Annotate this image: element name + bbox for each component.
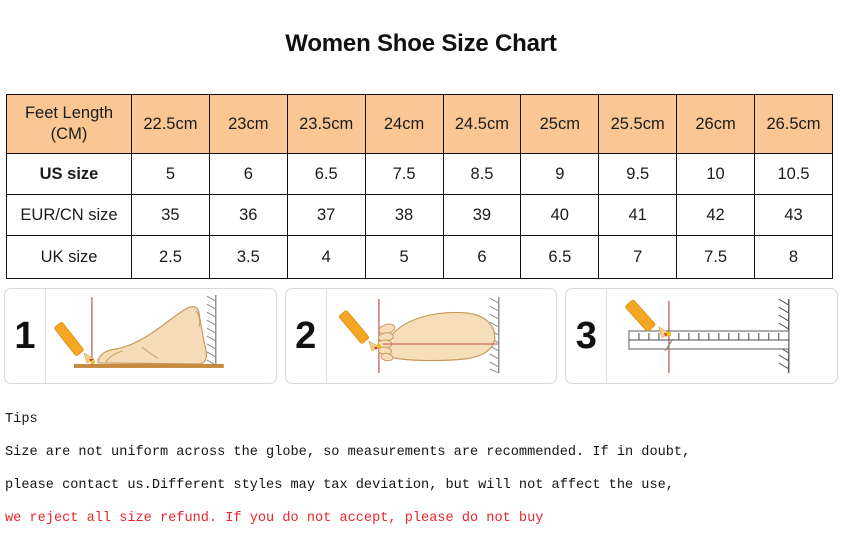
tips-block: Tips Size are not uniform across the glo… <box>5 396 840 544</box>
header-cell-size: 26.5cm <box>754 94 833 154</box>
table-cell: 3.5 <box>208 235 288 279</box>
table-cell: 41 <box>598 194 678 236</box>
step-panel-3: 3 <box>565 288 839 384</box>
table-cell: 10.5 <box>754 153 833 195</box>
step-number-3: 3 <box>566 289 608 383</box>
size-chart-table: Feet Length (CM) 22.5cm 23cm 23.5cm 24cm… <box>6 94 833 279</box>
tips-line-2: please contact us.Different styles may t… <box>5 478 674 494</box>
table-cell: 38 <box>364 194 444 236</box>
row-label-uk-size: UK size <box>6 235 132 279</box>
row-label-eur-cn-size: EUR/CN size <box>6 194 132 236</box>
tips-line-1: Size are not uniform across the globe, s… <box>5 445 691 461</box>
table-cell: 36 <box>208 194 288 236</box>
table-cell: 6.5 <box>286 153 366 195</box>
table-cell: 10 <box>676 153 755 195</box>
step-number-2: 2 <box>286 289 327 383</box>
header-cell-size: 23cm <box>208 94 288 154</box>
table-cell: 5 <box>131 153 210 195</box>
table-cell: 2.5 <box>131 235 210 279</box>
row-label-us-size: US size <box>6 153 132 195</box>
table-cell: 8.5 <box>442 153 522 195</box>
header-cell-feet-length: Feet Length (CM) <box>6 94 132 154</box>
page-title: Women Shoe Size Chart <box>285 30 557 57</box>
step-number-1: 1 <box>5 289 46 383</box>
tips-line-3-warning: we reject all size refund. If you do not… <box>5 510 544 526</box>
feet-length-line2: (CM) <box>50 125 88 143</box>
table-cell: 7 <box>598 235 678 279</box>
table-row-eur-cn-size: EUR/CN size 35 36 37 38 39 40 41 42 43 <box>6 194 833 236</box>
table-cell: 6 <box>208 153 288 195</box>
header-cell-size: 26cm <box>676 94 755 154</box>
table-row-uk-size: UK size 2.5 3.5 4 5 6 6.5 7 7.5 8 <box>6 235 833 279</box>
header-cell-size: 25.5cm <box>598 94 678 154</box>
measuring-steps: 1 <box>4 288 839 384</box>
ruler-measure-icon <box>607 289 837 383</box>
tips-heading: Tips <box>5 412 38 428</box>
table-cell: 39 <box>442 194 522 236</box>
table-cell: 6.5 <box>520 235 600 279</box>
table-cell: 7.5 <box>676 235 755 279</box>
table-cell: 7.5 <box>364 153 444 195</box>
foot-top-view-icon <box>327 289 557 383</box>
table-cell: 35 <box>131 194 210 236</box>
table-cell: 37 <box>286 194 366 236</box>
table-cell: 40 <box>520 194 600 236</box>
feet-length-line1: Feet Length <box>24 104 114 123</box>
table-row-us-size: US size 5 6 6.5 7.5 8.5 9 9.5 10 10.5 <box>6 153 833 195</box>
header-cell-size: 22.5cm <box>131 94 210 154</box>
table-cell: 42 <box>676 194 755 236</box>
table-cell: 5 <box>364 235 444 279</box>
table-cell: 9.5 <box>598 153 678 195</box>
foot-side-view-icon <box>46 289 276 383</box>
step-panel-2: 2 <box>284 288 558 384</box>
header-cell-size: 23.5cm <box>286 94 366 154</box>
header-cell-size: 24.5cm <box>442 94 522 154</box>
table-cell: 6 <box>442 235 522 279</box>
table-header-row: Feet Length (CM) 22.5cm 23cm 23.5cm 24cm… <box>6 94 833 154</box>
table-cell: 8 <box>754 235 833 279</box>
table-cell: 9 <box>520 153 600 195</box>
step-panel-1: 1 <box>4 288 277 384</box>
header-cell-size: 24cm <box>364 94 444 154</box>
table-cell: 4 <box>286 235 366 279</box>
header-cell-size: 25cm <box>520 94 600 154</box>
table-cell: 43 <box>754 194 833 236</box>
